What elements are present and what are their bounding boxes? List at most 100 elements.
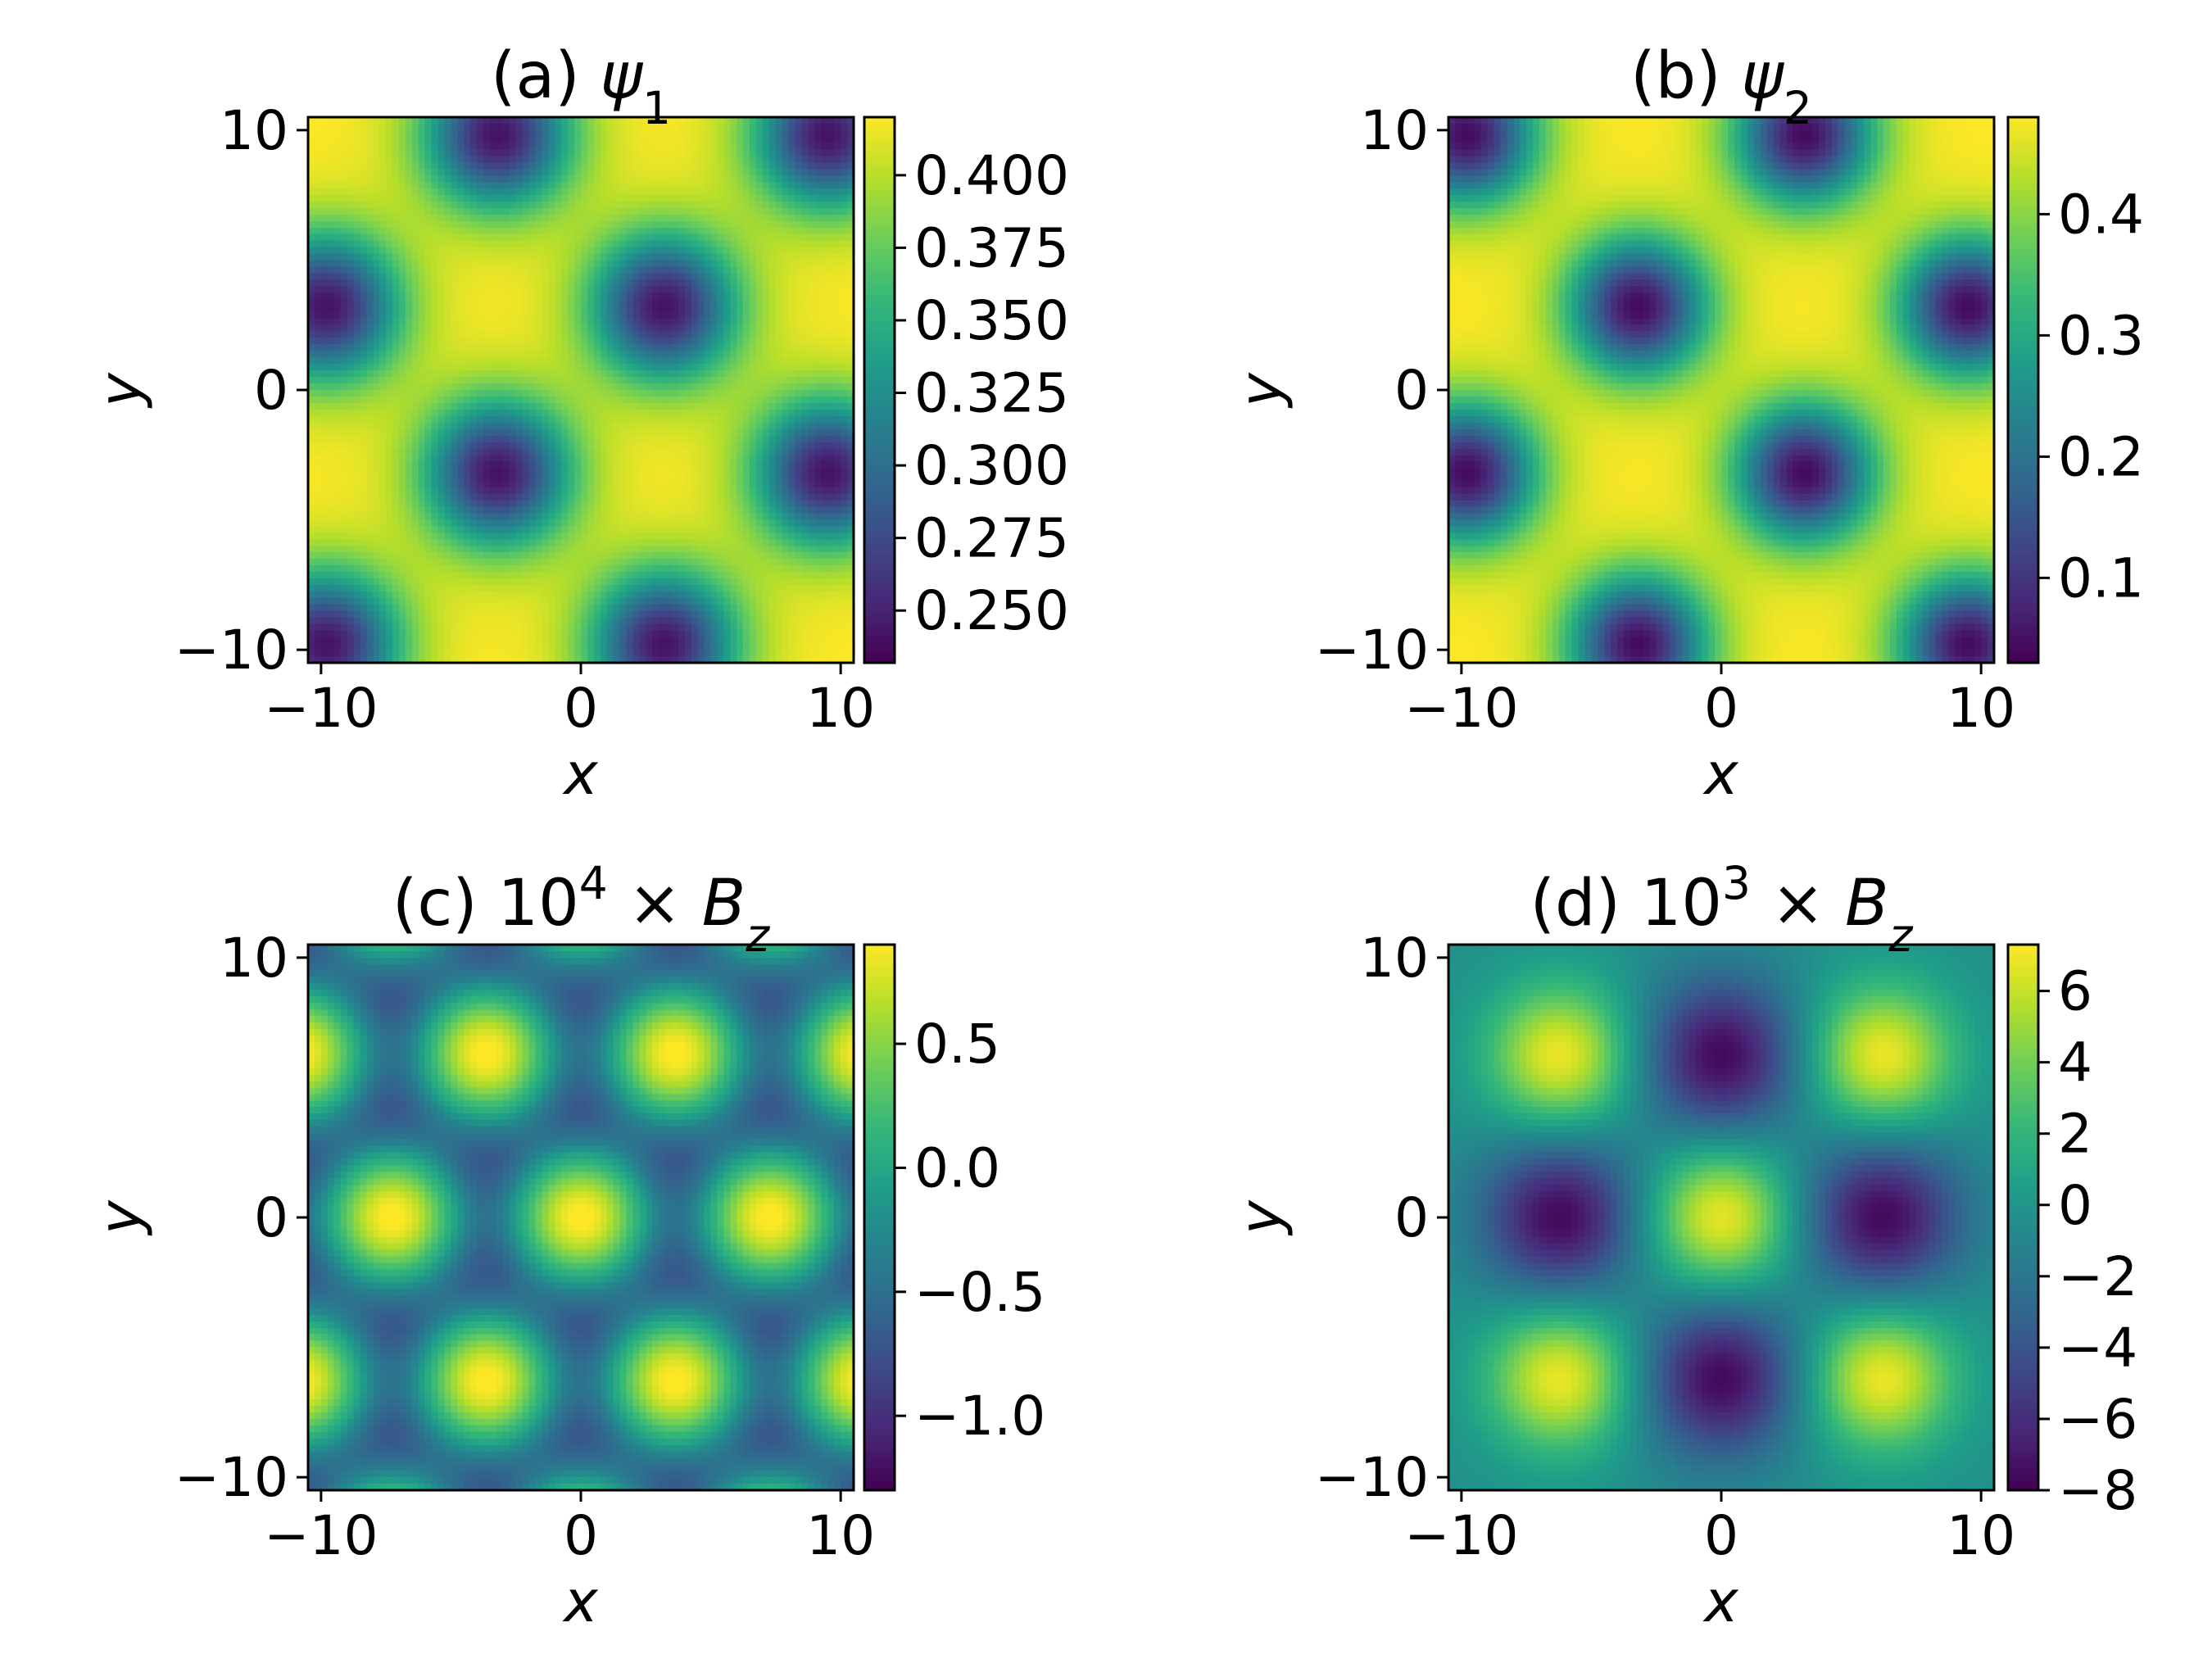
heatmap-cell	[606, 623, 614, 631]
heatmap-cell	[347, 136, 355, 144]
heatmap-cell	[477, 591, 484, 599]
heatmap-cell	[496, 461, 504, 469]
heatmap-cell	[515, 214, 524, 222]
heatmap-cell	[327, 149, 335, 157]
heatmap-cell	[308, 390, 315, 397]
heatmap-cell	[659, 338, 666, 346]
heatmap-cell	[684, 559, 692, 566]
heatmap-cell	[399, 533, 406, 540]
heatmap-cell	[373, 318, 380, 326]
heatmap-cell	[587, 559, 595, 566]
heatmap-cell	[639, 344, 646, 352]
heatmap-cell	[392, 539, 400, 546]
heatmap-cell	[431, 650, 439, 657]
heatmap-cell	[386, 214, 393, 222]
heatmap-cell	[353, 519, 361, 528]
heatmap-cell	[632, 279, 640, 287]
heatmap-cell	[561, 552, 569, 560]
heatmap-cell	[684, 318, 692, 326]
heatmap-cell	[418, 149, 426, 157]
heatmap-cell	[528, 149, 537, 157]
heatmap-cell	[483, 377, 491, 384]
heatmap-cell	[587, 266, 595, 274]
heatmap-cell	[646, 591, 653, 599]
heatmap-cell	[496, 539, 504, 546]
heatmap-cell	[327, 656, 335, 664]
heatmap-cell	[411, 117, 419, 125]
heatmap-cell	[373, 129, 380, 138]
heatmap-cell	[418, 513, 426, 521]
heatmap-cell	[684, 162, 692, 170]
heatmap-cell	[665, 331, 673, 339]
heatmap-cell	[561, 506, 569, 514]
heatmap-cell	[672, 202, 679, 209]
heatmap-cell	[684, 279, 692, 287]
heatmap-cell	[483, 526, 491, 534]
heatmap-cell	[379, 402, 387, 410]
heatmap-cell	[561, 143, 569, 151]
heatmap-cell	[470, 214, 478, 222]
heatmap-cell	[424, 338, 433, 346]
heatmap-cell	[386, 584, 393, 592]
heatmap-cell	[646, 311, 653, 320]
heatmap-cell	[431, 318, 439, 326]
heatmap-cell	[386, 526, 393, 534]
heatmap-cell	[535, 240, 543, 248]
heatmap-cell	[672, 539, 679, 546]
heatmap-cell	[502, 370, 510, 378]
heatmap-cell	[587, 448, 595, 456]
heatmap-cell	[496, 487, 504, 495]
heatmap-cell	[379, 318, 387, 326]
heatmap-cell	[568, 474, 575, 482]
heatmap-cell	[496, 182, 504, 189]
heatmap-cell	[392, 162, 400, 170]
heatmap-cell	[392, 500, 400, 508]
heatmap-cell	[626, 610, 634, 619]
heatmap-cell	[340, 273, 348, 280]
heatmap-cell	[639, 442, 646, 449]
heatmap-cell	[632, 461, 640, 469]
heatmap-cell	[619, 364, 628, 371]
heatmap-cell	[366, 143, 374, 151]
heatmap-cell	[392, 461, 400, 469]
heatmap-cell	[360, 292, 367, 300]
heatmap-cell	[424, 149, 433, 157]
heatmap-cell	[386, 428, 393, 437]
heatmap-cell	[619, 357, 628, 365]
heatmap-cell	[548, 299, 555, 306]
heatmap-cell	[437, 493, 446, 501]
heatmap-cell	[399, 266, 406, 274]
heatmap-cell	[464, 195, 471, 202]
heatmap-cell	[632, 402, 640, 410]
heatmap-cell	[613, 357, 621, 365]
heatmap-cell	[327, 519, 335, 528]
heatmap-cell	[619, 227, 628, 235]
heatmap-cell	[659, 396, 666, 404]
heatmap-cell	[587, 656, 595, 664]
heatmap-cell	[652, 188, 660, 196]
heatmap-cell	[606, 305, 614, 313]
heatmap-cell	[574, 338, 582, 346]
heatmap-cell	[320, 643, 329, 650]
heatmap-cell	[327, 578, 335, 586]
heatmap-cell	[574, 247, 582, 255]
heatmap-cell	[528, 526, 537, 534]
heatmap-cell	[399, 383, 406, 391]
heatmap-cell	[353, 409, 361, 417]
heatmap-cell	[411, 202, 419, 209]
heatmap-cell	[314, 370, 322, 378]
heatmap-cell	[405, 188, 413, 196]
heatmap-cell	[392, 546, 400, 553]
heatmap-cell	[568, 318, 575, 326]
heatmap-cell	[581, 584, 588, 592]
heatmap-cell	[568, 546, 575, 553]
heatmap-cell	[646, 402, 653, 410]
heatmap-cell	[327, 311, 335, 320]
heatmap-cell	[470, 136, 478, 144]
heatmap-cell	[347, 526, 355, 534]
heatmap-cell	[542, 572, 549, 579]
heatmap-cell	[399, 351, 406, 358]
heatmap-cell	[678, 402, 686, 410]
heatmap-cell	[652, 351, 660, 358]
heatmap-cell	[405, 202, 413, 209]
